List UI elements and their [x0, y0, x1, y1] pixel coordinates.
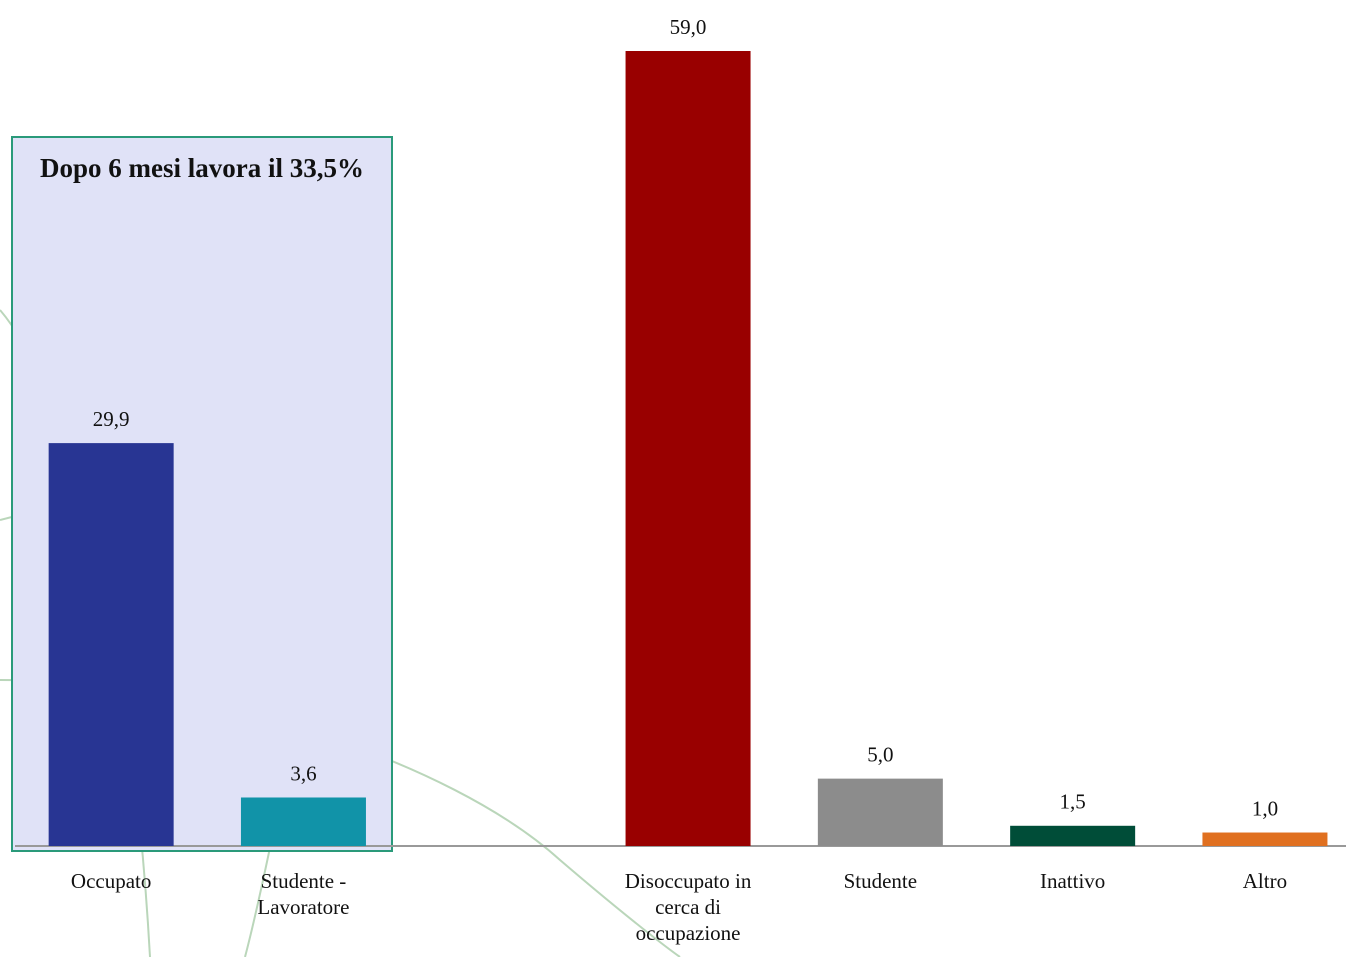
- value-label: 5,0: [867, 742, 893, 766]
- x-tick-label: Altro: [1242, 869, 1288, 893]
- bar: [48, 443, 174, 846]
- x-tick-label: Occupato: [70, 869, 152, 893]
- annotation: Dopo 6 mesi lavora il 33,5%: [40, 153, 364, 183]
- value-label: 1,0: [1252, 796, 1278, 820]
- x-tick-label: Studente: [843, 869, 918, 893]
- value-label: 29,9: [93, 407, 130, 431]
- bar: [625, 51, 751, 846]
- value-label: 59,0: [670, 15, 707, 39]
- value-label: 3,6: [290, 761, 316, 785]
- x-tick-label: Studente - Lavoratore: [257, 869, 350, 919]
- bar: [240, 797, 366, 846]
- x-tick-label: Disoccupato in cerca di occupazione: [624, 869, 752, 945]
- bar: [1202, 832, 1328, 846]
- value-label: 1,5: [1060, 790, 1086, 814]
- bar: [817, 778, 943, 846]
- x-tick-label: Inattivo: [1039, 869, 1106, 893]
- bar: [1010, 825, 1136, 846]
